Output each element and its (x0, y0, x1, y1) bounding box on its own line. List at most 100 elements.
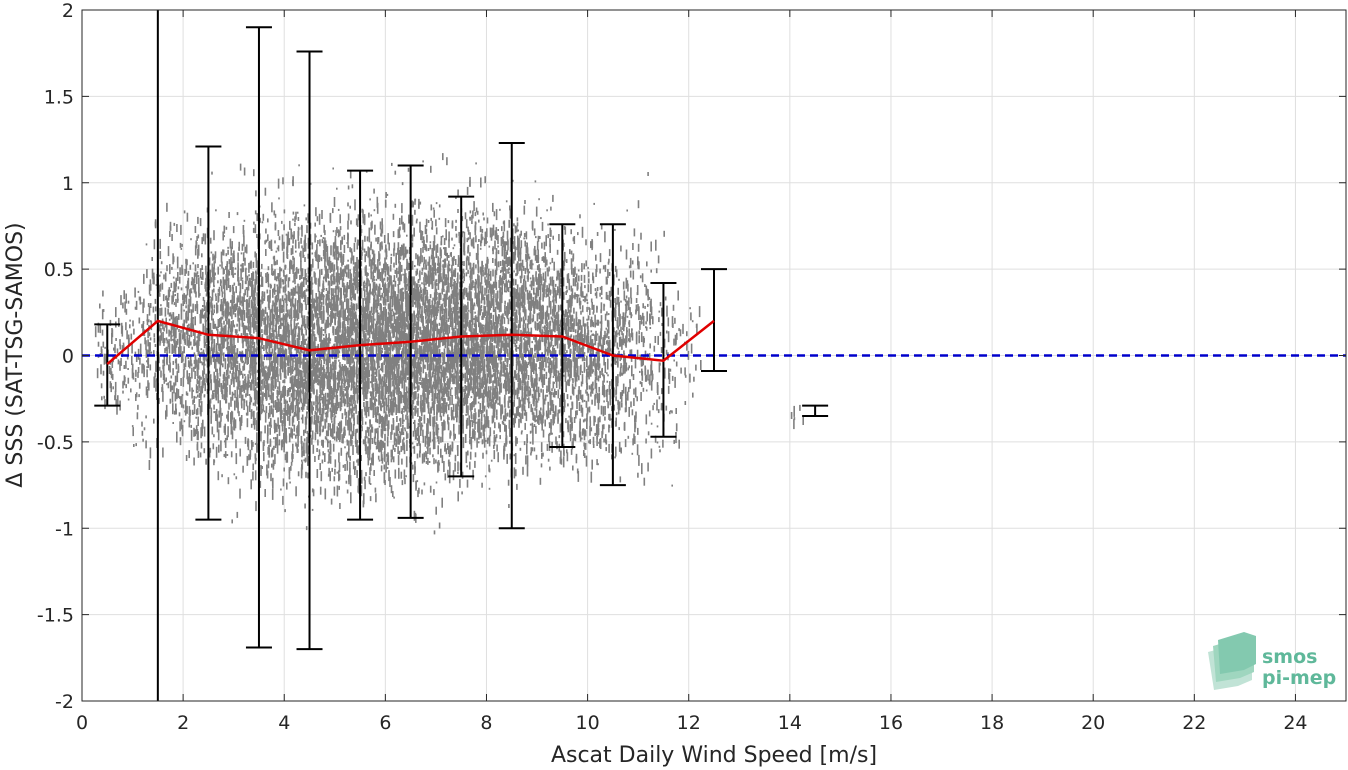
scatter-point (378, 312, 380, 315)
scatter-point (271, 272, 274, 276)
scatter-point (334, 301, 336, 312)
scatter-point (245, 337, 248, 347)
scatter-point (271, 488, 274, 500)
scatter-point (249, 450, 252, 457)
scatter-point (125, 322, 127, 331)
scatter-point (281, 357, 284, 365)
scatter-point (275, 250, 278, 253)
scatter-point (332, 300, 335, 311)
scatter-point (345, 350, 347, 357)
scatter-point (329, 407, 332, 412)
scatter-point (172, 253, 174, 265)
scatter-point (307, 336, 310, 340)
scatter-point (188, 334, 191, 346)
scatter-point (225, 347, 228, 350)
scatter-cloud (94, 153, 804, 535)
scatter-point (263, 392, 266, 397)
scatter-point (337, 229, 340, 238)
scatter-point (189, 377, 192, 382)
scatter-point (342, 365, 345, 377)
scatter-point (381, 218, 383, 226)
scatter-point (143, 427, 146, 431)
scatter-point (300, 268, 303, 279)
scatter-point (283, 395, 286, 404)
scatter-point (196, 345, 198, 352)
scatter-point (397, 285, 400, 294)
scatter-point (197, 346, 200, 356)
scatter-point (361, 252, 363, 256)
scatter-point (193, 395, 195, 403)
scatter-point (390, 400, 392, 409)
scatter-point (336, 230, 339, 234)
scatter-point (350, 311, 353, 316)
scatter-point (305, 338, 307, 341)
scatter-point (212, 324, 215, 329)
scatter-point (320, 377, 323, 385)
scatter-point (279, 311, 281, 322)
scatter-point (193, 352, 196, 357)
scatter-point (234, 313, 237, 318)
scatter-point (316, 361, 319, 372)
scatter-point (146, 360, 148, 363)
scatter-point (126, 356, 129, 360)
scatter-point (300, 390, 302, 394)
scatter-point (178, 346, 180, 358)
scatter-point (101, 309, 104, 320)
scatter-point (231, 391, 234, 401)
scatter-point (331, 467, 333, 472)
scatter-point (209, 355, 212, 359)
scatter-point (368, 280, 370, 287)
scatter-point (142, 323, 145, 332)
scatter-point (330, 498, 333, 505)
scatter-point (260, 279, 263, 282)
scatter-point (315, 306, 317, 310)
scatter-point (255, 326, 257, 332)
scatter-point (364, 410, 367, 416)
scatter-point (187, 304, 190, 313)
scatter-point (264, 489, 266, 497)
scatter-point (386, 193, 389, 196)
scatter-point (270, 284, 272, 287)
scatter-point (223, 341, 225, 349)
scatter-point (273, 255, 276, 261)
scatter-point (228, 212, 230, 218)
scatter-point (297, 368, 300, 376)
scatter-point (187, 376, 189, 381)
scatter-point (267, 412, 270, 419)
scatter-point (187, 360, 190, 368)
scatter-point (342, 254, 345, 262)
scatter-point (149, 447, 152, 459)
scatter-point (186, 324, 189, 336)
scatter-point (135, 369, 137, 377)
scatter-point (284, 370, 286, 377)
scatter-point (397, 294, 399, 299)
scatter-point (312, 353, 314, 359)
scatter-point (209, 447, 212, 453)
scatter-point (265, 373, 268, 384)
scatter-point (213, 276, 216, 280)
scatter-point (337, 208, 340, 211)
scatter-point (355, 441, 357, 447)
scatter-point (246, 385, 249, 395)
scatter-point (278, 236, 281, 241)
scatter-point (337, 251, 340, 261)
scatter-point (281, 421, 283, 424)
scatter-point (292, 218, 294, 221)
scatter-point (339, 434, 341, 442)
scatter-point (256, 213, 258, 222)
scatter-point (336, 389, 338, 394)
scatter-point (347, 367, 349, 372)
scatter-point (217, 394, 220, 404)
scatter-point (116, 348, 119, 354)
scatter-point (212, 393, 215, 399)
scatter-point (294, 339, 296, 346)
scatter-point (306, 411, 308, 419)
scatter-point (347, 410, 350, 422)
scatter-point (372, 356, 375, 362)
scatter-point (292, 357, 294, 368)
scatter-point (274, 328, 277, 332)
scatter-point (344, 265, 346, 270)
scatter-point (236, 323, 238, 327)
scatter-point (172, 422, 174, 424)
